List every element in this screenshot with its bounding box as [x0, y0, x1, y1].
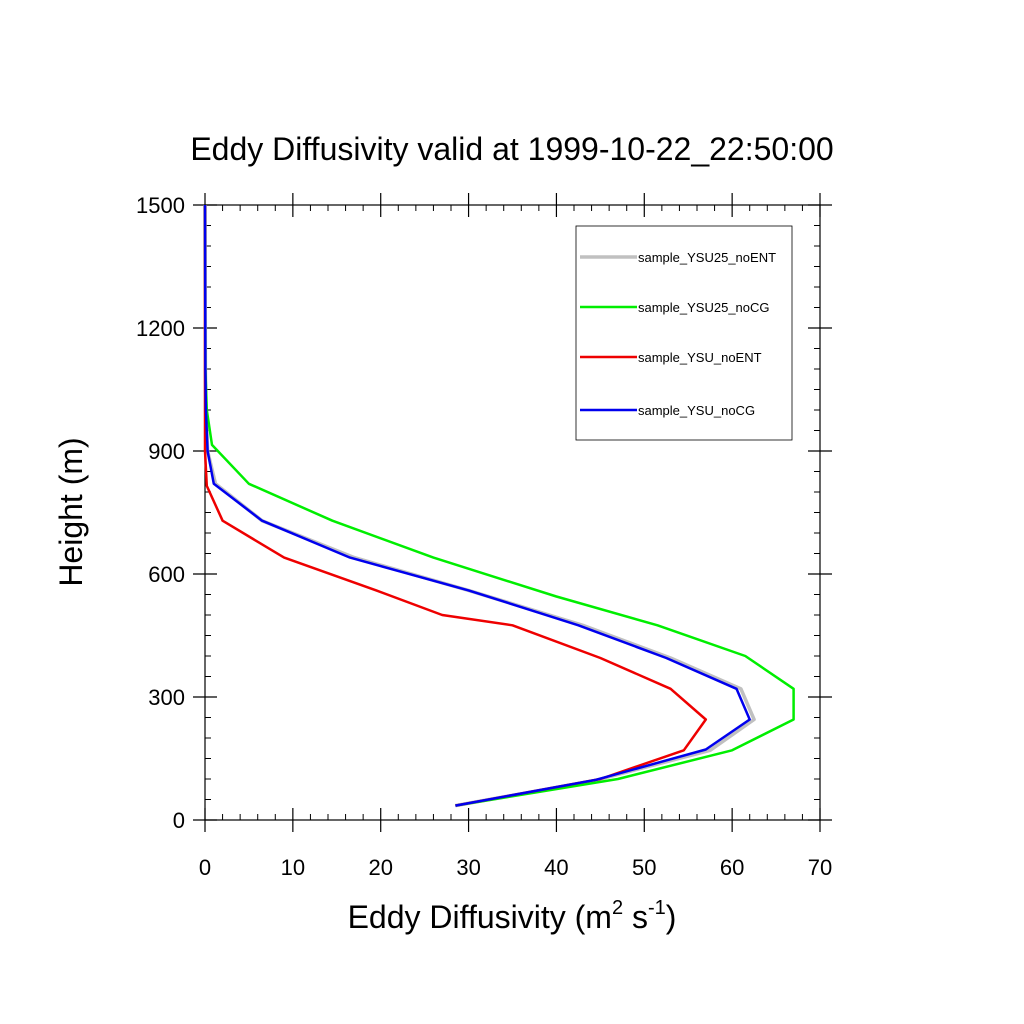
- legend: sample_YSU25_noENT sample_YSU25_noCGsampl…: [575, 225, 793, 441]
- x-tick-label: 0: [199, 855, 211, 880]
- x-axis-label-end: ): [666, 899, 677, 935]
- chart-title: Eddy Diffusivity valid at 1999-10-22_22:…: [190, 131, 833, 167]
- y-tick-label: 1500: [136, 193, 185, 218]
- y-tick-label: 600: [148, 562, 185, 587]
- minor-ticks: [205, 205, 820, 820]
- legend-label: sample_YSU25_noENT: [638, 250, 776, 265]
- x-tick-label: 10: [281, 855, 305, 880]
- x-axis-label: Eddy Diffusivity (m2 s-1): [348, 897, 677, 935]
- x-axis-label-base: Eddy Diffusivity (m: [348, 899, 612, 935]
- x-tick-label: 40: [544, 855, 568, 880]
- legend-label: sample_YSU_noENT: [638, 350, 762, 365]
- series-lines: [203, 204, 795, 808]
- x-axis-label-mid: s: [623, 899, 648, 935]
- y-tick-label: 0: [173, 808, 185, 833]
- legend-label: sample_YSU_noCG: [638, 403, 755, 418]
- series-line-sample_YSU_noCG: [203, 204, 751, 807]
- x-tick-label: 50: [632, 855, 656, 880]
- tick-labels: 0 10 20 30 40 50 60 70 0 300 600 900 1200 1500: [136, 193, 832, 880]
- x-tick-label: 20: [368, 855, 392, 880]
- x-tick-label: 30: [456, 855, 480, 880]
- x-axis-label-sup1: 2: [612, 897, 623, 919]
- series-line-sample_YSU25_noCG: [203, 204, 795, 807]
- y-tick-label: 900: [148, 439, 185, 464]
- plot-area: 0 10 20 30 40 50 60 70 0 300 600 900 1200 1500: [136, 193, 832, 880]
- series-line-sample_YSU_noENT: [203, 205, 708, 807]
- legend-label: sample_YSU25_noCG: [638, 300, 770, 315]
- legend-box: [575, 225, 793, 441]
- x-tick-label: 70: [808, 855, 832, 880]
- y-tick-label: 1200: [136, 316, 185, 341]
- x-tick-label: 60: [720, 855, 744, 880]
- legend-items: sample_YSU25_noENT sample_YSU25_noCGsampl…: [580, 250, 776, 418]
- x-axis-label-sup2: -1: [648, 897, 666, 919]
- y-tick-label: 300: [148, 685, 185, 710]
- y-axis-label: Height (m): [53, 437, 89, 586]
